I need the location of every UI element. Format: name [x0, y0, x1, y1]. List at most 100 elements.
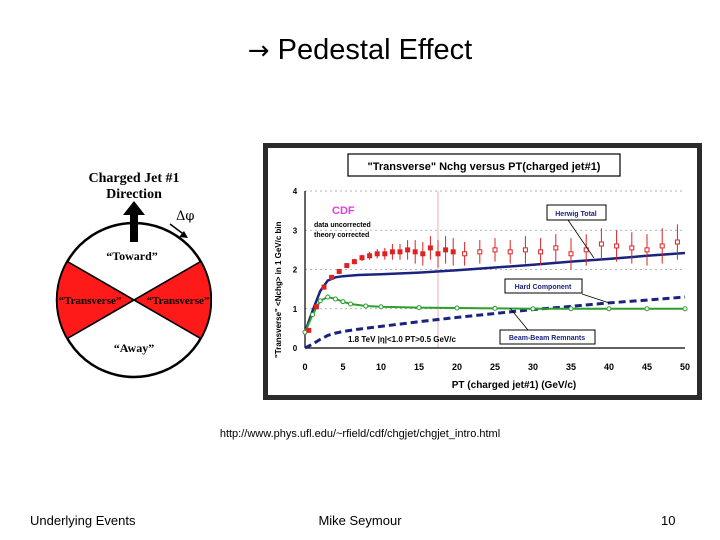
data-point — [351, 259, 357, 265]
beam-remnant-point — [325, 294, 331, 300]
away-label: “Away” — [114, 341, 154, 355]
data-point — [420, 251, 426, 257]
delta-phi-arrow — [169, 223, 188, 238]
x-tick-label-50: 50 — [680, 362, 690, 372]
y-tick-label-1: 1 — [293, 305, 298, 314]
data-point — [598, 241, 604, 247]
data-point — [397, 249, 403, 255]
data-point — [659, 243, 665, 249]
data-point — [405, 247, 411, 253]
beam-remnant-point — [492, 305, 498, 311]
y-tick-label-2: 2 — [293, 266, 298, 275]
x-tick-label-30: 30 — [528, 362, 538, 372]
data-point — [427, 245, 433, 251]
footer-center: Mike Seymour — [318, 513, 402, 528]
x-tick-label-0: 0 — [302, 362, 307, 372]
data-point — [435, 251, 441, 257]
beam-label: Beam-Beam Remnants — [509, 335, 585, 342]
data-point — [329, 274, 335, 280]
beam-remnant-point — [416, 305, 422, 311]
diagram-heading-line1: Charged Jet #1 — [89, 171, 180, 186]
chart-xlabel: PT (charged jet#1) (GeV/c) — [452, 380, 576, 391]
x-tick-label-25: 25 — [490, 362, 500, 372]
data-point — [450, 249, 456, 255]
beam-remnant-point — [606, 306, 612, 312]
data-point — [344, 263, 350, 269]
hard-label: Hard Component — [515, 284, 572, 291]
delta-phi-label: Δφ — [176, 209, 195, 224]
x-tick-label-35: 35 — [566, 362, 576, 372]
hard-pointer — [581, 293, 610, 304]
data-point — [412, 249, 418, 255]
toward-label: “Toward” — [106, 249, 158, 263]
data-point — [374, 251, 380, 257]
data-note-1: data uncorrected — [314, 222, 371, 229]
herwig-label-box — [546, 204, 607, 221]
beam-remnant-point — [644, 306, 650, 312]
x-tick-label-40: 40 — [604, 362, 614, 372]
data-point — [629, 245, 635, 251]
data-point — [507, 249, 513, 255]
data-point — [614, 243, 620, 249]
energy-note: 1.8 TeV |η|<1.0 PT>0.5 GeV/c — [348, 335, 456, 344]
data-note-2: theory corrected — [314, 232, 369, 239]
x-tick-label-45: 45 — [642, 362, 652, 372]
slide-title: → Pedestal Effect — [0, 34, 720, 67]
beam-remnant-line — [304, 295, 685, 333]
diagram-heading-line2: Direction — [106, 187, 162, 202]
beam-remnant-point — [340, 299, 346, 305]
jet-region-diagram: Charged Jet #1 Direction Δφ “Toward” “Tr… — [55, 171, 212, 379]
y-tick-label-4: 4 — [293, 187, 298, 196]
herwig-pointer — [567, 219, 595, 258]
data-point — [389, 249, 395, 255]
slide-title-text: Pedestal Effect — [277, 34, 473, 66]
hard-label-box — [504, 278, 583, 294]
beam-label-box — [499, 329, 596, 345]
arrow-icon: → — [247, 36, 270, 66]
x-tick-label-15: 15 — [414, 362, 424, 372]
chart-ylabel: "Transverse" <Nchg> in 1 GeV/c bin — [274, 221, 283, 358]
footer-left: Underlying Events — [30, 513, 136, 528]
beam-remnant-point — [310, 312, 316, 318]
hard-component-line — [304, 295, 686, 350]
data-point — [492, 247, 498, 253]
chart-title: "Transverse" Nchg versus PT(charged jet#… — [368, 161, 601, 173]
cdf-label: CDF — [332, 205, 355, 217]
transverse-nchg-chart: "Transverse" Nchg versus PT(charged jet#… — [274, 153, 690, 391]
data-point — [568, 251, 574, 257]
data-point — [644, 247, 650, 253]
data-point — [674, 239, 680, 245]
transverse-right-region — [132, 260, 212, 340]
beam-remnant-point — [363, 303, 369, 309]
y-tick-label-0: 0 — [293, 344, 298, 353]
region-circle — [55, 221, 212, 379]
data-point — [522, 247, 528, 253]
page-number: 10 — [661, 513, 676, 528]
beam-remnant-point — [332, 296, 338, 302]
data-point — [553, 245, 559, 251]
beam-remnant-point — [378, 304, 384, 310]
jet-direction-arrow — [123, 201, 145, 242]
data-point — [462, 251, 468, 257]
beam-remnant-point — [568, 306, 574, 312]
beam-remnant-point — [454, 305, 460, 311]
x-tick-label-10: 10 — [376, 362, 386, 372]
data-point — [477, 249, 483, 255]
beam-remnant-point — [682, 306, 688, 312]
beam-remnant-point — [348, 301, 354, 307]
source-url[interactable]: http://www.phys.ufl.edu/~rfield/cdf/chgj… — [219, 428, 501, 440]
data-point — [443, 247, 449, 253]
beam-pointer — [509, 308, 529, 331]
data-point — [367, 253, 373, 259]
transverse-left-label: “Transverse” — [59, 295, 122, 307]
herwig-total-line — [303, 251, 686, 333]
x-tick-label-5: 5 — [340, 362, 345, 372]
data-point — [382, 251, 388, 257]
chart-title-box — [347, 153, 621, 177]
x-tick-label-20: 20 — [452, 362, 462, 372]
transverse-left-region — [56, 260, 136, 340]
data-point — [538, 249, 544, 255]
y-tick-label-3: 3 — [293, 226, 298, 235]
data-point — [313, 304, 319, 310]
data-point — [336, 268, 342, 274]
